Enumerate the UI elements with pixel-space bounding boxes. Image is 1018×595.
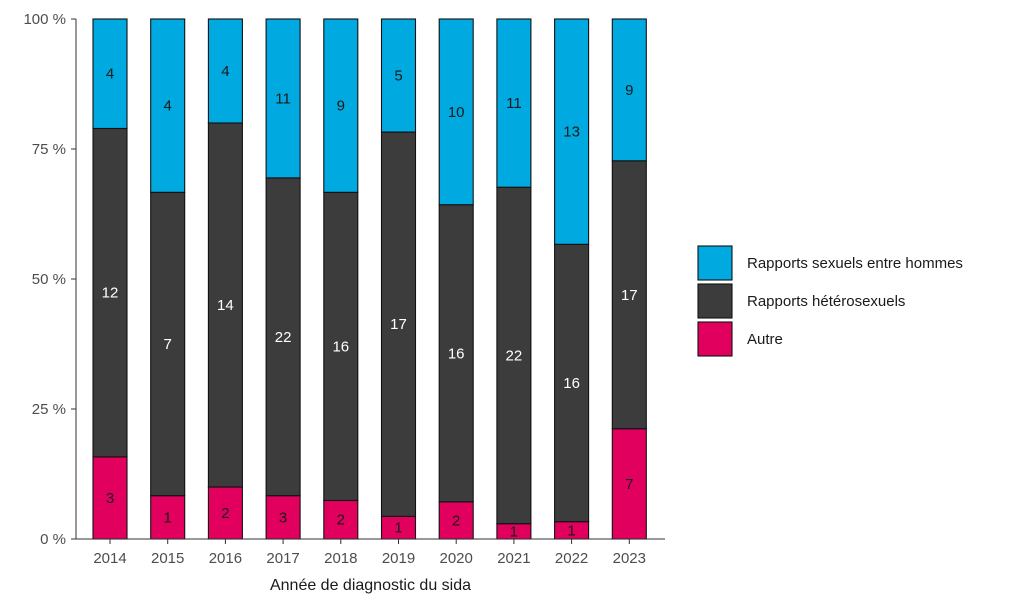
- data-label: 5: [394, 68, 402, 85]
- legend-item: Rapports hétérosexuels: [697, 283, 905, 319]
- bar-segment: [265, 495, 301, 540]
- data-label: 2: [452, 512, 460, 529]
- bar-stack-2021: 1 22 11: [496, 18, 532, 540]
- legend-label: Rapports sexuels entre hommes: [747, 255, 963, 272]
- bar-segment: [323, 499, 359, 540]
- bar-stack-2023: 7 17 9: [611, 18, 647, 540]
- bar-segment: [380, 18, 417, 133]
- bar-segment: [92, 18, 128, 130]
- y-tick-label: 75 %: [32, 141, 66, 158]
- bar-stack-2018: 2 16 9: [323, 18, 359, 540]
- bar-segment: [265, 18, 301, 179]
- data-label: 16: [332, 338, 349, 355]
- data-label: 22: [506, 347, 523, 364]
- y-axis: 0 % 25 % 50 % 75 % 100 %: [23, 11, 77, 548]
- data-label: 4: [221, 63, 229, 80]
- bar-segment: [611, 160, 647, 430]
- data-label: 1: [567, 522, 575, 539]
- data-label: 10: [448, 104, 465, 121]
- data-label: 16: [448, 345, 465, 362]
- bar-segment: [438, 18, 474, 206]
- data-label: 13: [563, 124, 580, 141]
- legend-swatch: [697, 283, 733, 319]
- data-label: 11: [275, 90, 291, 107]
- data-label: 22: [275, 329, 292, 346]
- bar-segment: [438, 501, 474, 540]
- bar-segment: [323, 191, 359, 502]
- data-label: 12: [102, 285, 119, 302]
- legend-swatch: [697, 245, 733, 281]
- x-tick-label: 2018: [324, 550, 357, 567]
- data-label: 9: [337, 98, 345, 115]
- legend-item: Rapports sexuels entre hommes: [697, 245, 963, 281]
- data-label: 3: [106, 490, 114, 507]
- bar-stack-2022: 1 16 13: [554, 18, 590, 540]
- bar-stack-2019: 1 17 5: [380, 18, 417, 540]
- x-tick-label: 2020: [440, 550, 473, 567]
- bar-segment: [207, 122, 243, 488]
- data-label: 2: [337, 512, 345, 529]
- bars-group: 3124174214432211216911752161012211116137…: [92, 18, 647, 540]
- x-tick-label: 2023: [613, 550, 646, 567]
- bar-segment: [150, 18, 186, 193]
- bar-segment: [323, 18, 359, 193]
- data-label: 1: [510, 523, 518, 540]
- y-tick-label: 100 %: [23, 11, 66, 28]
- y-tick-label: 50 %: [32, 271, 66, 288]
- bar-segment: [496, 186, 532, 525]
- data-label: 1: [394, 520, 402, 537]
- y-tick-label: 0 %: [40, 531, 66, 548]
- data-label: 14: [217, 297, 234, 314]
- x-tick-label: 2021: [497, 550, 530, 567]
- x-axis-title: Année de diagnostic du sida: [270, 577, 471, 594]
- bar-segment: [554, 18, 590, 245]
- bar-segment: [92, 127, 128, 458]
- data-label: 3: [279, 509, 287, 526]
- bar-stack-2020: 2 16 10: [438, 18, 474, 540]
- data-label: 4: [106, 66, 114, 83]
- x-axis: 2014 2015 2016 2017 2018 2019 2020 2021 2022 2023: [76, 538, 665, 567]
- bar-segment: [380, 131, 417, 517]
- bar-segment: [207, 486, 243, 540]
- legend-item: Autre: [697, 321, 783, 357]
- bar-segment: [150, 191, 186, 497]
- bar-stack-2016: 2 14 4: [207, 18, 243, 540]
- data-label: 1: [164, 509, 172, 526]
- x-tick-label: 2017: [266, 550, 299, 567]
- bar-segment: [554, 243, 590, 523]
- legend: Rapports sexuels entre hommes Rapports hé…: [697, 245, 963, 357]
- data-label: 16: [563, 375, 580, 392]
- data-label: 2: [221, 505, 229, 522]
- legend-label: Rapports hétérosexuels: [747, 293, 905, 310]
- legend-swatch: [697, 321, 733, 357]
- bar-stack-2017: 3 22 11: [265, 18, 301, 540]
- bar-segment: [265, 177, 301, 497]
- legend-label: Autre: [747, 331, 783, 348]
- bar-segment: [207, 18, 243, 124]
- data-label: 7: [164, 336, 172, 353]
- bar-segment: [438, 204, 474, 503]
- data-label: 4: [164, 98, 172, 115]
- y-tick-label: 25 %: [32, 401, 66, 418]
- data-label: 17: [390, 316, 407, 333]
- bar-stack-2015: 1 7 4: [150, 18, 186, 540]
- x-tick-label: 2014: [93, 550, 126, 567]
- bar-stack-2014: 3 12 4: [92, 18, 128, 540]
- data-label: 9: [625, 82, 633, 99]
- x-tick-label: 2022: [555, 550, 588, 567]
- bar-segment: [496, 18, 532, 188]
- x-tick-label: 2016: [209, 550, 242, 567]
- x-tick-label: 2015: [151, 550, 184, 567]
- data-label: 17: [621, 287, 638, 304]
- data-label: 11: [506, 95, 522, 112]
- bar-segment: [611, 18, 647, 162]
- data-label: 7: [625, 476, 633, 493]
- x-tick-label: 2019: [382, 550, 415, 567]
